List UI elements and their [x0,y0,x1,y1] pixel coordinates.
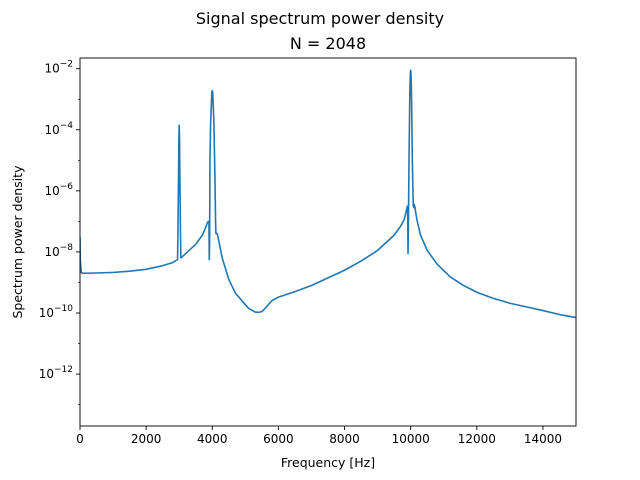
x-tick-label: 2000 [131,432,162,446]
x-tick-label: 0 [76,432,84,446]
x-tick-label: 8000 [329,432,360,446]
chart-subtitle: N = 2048 [290,34,366,53]
x-tick-label: 6000 [263,432,294,446]
y-tick-label: 10−8 [44,243,73,259]
x-tick-label: 4000 [197,432,228,446]
y-axis-label: Spectrum power density [10,165,25,319]
x-tick-label: 10000 [392,432,430,446]
y-tick-label: 10−6 [44,182,73,198]
chart-title: Signal spectrum power density [196,9,444,28]
x-tick-label: 12000 [458,432,496,446]
x-axis-label: Frequency [Hz] [281,455,375,470]
series-line-0 [80,69,576,319]
y-tick-label: 10−12 [39,365,73,381]
plot-frame [79,57,577,427]
plot-area: 0 2000 4000 6000 8000 10000 12000 14000 10−12 10−… [39,57,577,446]
y-tick-label: 10−10 [39,304,74,320]
x-tick-label: 14000 [524,432,562,446]
y-tick-label: 10−2 [44,60,73,76]
y-tick-label: 10−4 [44,121,73,137]
